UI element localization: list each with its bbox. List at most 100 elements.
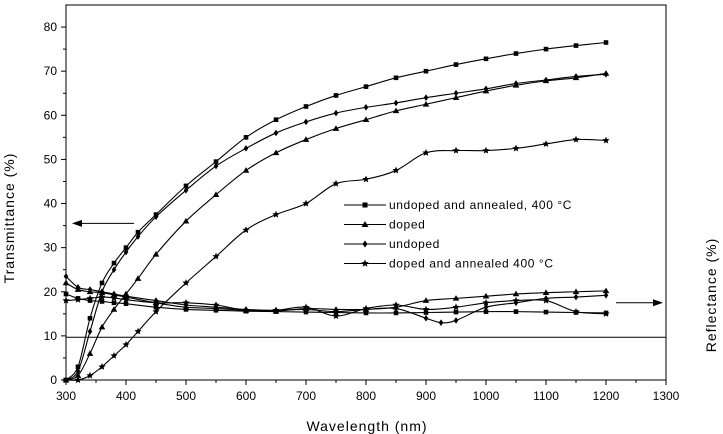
axis-arrows: [72, 219, 663, 307]
data-point: [62, 376, 70, 384]
data-point: [272, 210, 280, 218]
data-point: [482, 292, 490, 299]
data-point: [422, 100, 430, 107]
data-point: [603, 70, 609, 78]
data-point: [303, 306, 309, 313]
data-point: [572, 288, 580, 295]
data-point: [243, 145, 249, 152]
data-point: [182, 298, 190, 306]
data-point: [123, 301, 129, 306]
data-point: [86, 350, 94, 356]
data-point: [134, 275, 142, 281]
series-line: [65, 293, 607, 314]
data-point: [135, 229, 141, 235]
x-tick-label: 1100: [533, 389, 559, 403]
x-tick-label: 1300: [653, 389, 680, 403]
data-point: [393, 75, 399, 81]
data-point: [423, 68, 429, 74]
data-point: [272, 149, 280, 156]
data-point: [392, 107, 400, 114]
data-point: [86, 371, 94, 379]
legend-item: undoped: [344, 237, 439, 251]
data-point: [452, 94, 460, 100]
x-tick-label: 1200: [593, 389, 620, 403]
data-point: [482, 146, 490, 154]
data-point: [302, 136, 310, 142]
data-point: [87, 298, 93, 303]
data-point: [152, 250, 160, 257]
data-point: [332, 125, 340, 131]
series-reflectance-star: [62, 293, 610, 320]
data-point: [572, 307, 580, 315]
data-point: [393, 305, 399, 312]
data-point: [111, 266, 117, 274]
data-point: [99, 288, 105, 296]
legend-marker: [361, 259, 369, 267]
series-transmittance-triangle: [62, 70, 610, 383]
y-axis-title-left: Transmittance (%): [1, 153, 17, 284]
data-point: [152, 298, 160, 306]
legend-marker: [362, 240, 368, 248]
data-point: [573, 73, 579, 80]
legend-label: undoped and annealed, 400 °C: [389, 198, 572, 212]
x-tick-label: 600: [236, 389, 256, 403]
data-point: [86, 294, 94, 302]
x-tick-label: 1000: [473, 389, 500, 403]
x-tick-label: 900: [416, 389, 436, 403]
data-point: [135, 233, 141, 240]
data-point: [212, 301, 220, 309]
data-point: [333, 109, 339, 117]
data-point: [152, 307, 160, 315]
plot-frame: [65, 4, 667, 381]
data-point: [453, 89, 459, 97]
data-point: [602, 136, 610, 144]
data-point: [573, 43, 579, 48]
data-point: [452, 303, 460, 311]
data-point: [111, 260, 117, 266]
data-point: [333, 93, 339, 98]
data-point: [482, 298, 490, 306]
data-point: [362, 304, 370, 312]
legend-item: doped and annealed 400 °C: [344, 257, 553, 271]
data-point: [513, 299, 519, 307]
legend-item: doped: [344, 218, 425, 232]
x-tick-label: 400: [116, 389, 136, 403]
data-point: [273, 117, 279, 123]
data-point: [483, 303, 489, 311]
data-point: [302, 303, 310, 311]
data-point: [111, 290, 117, 298]
data-point: [123, 248, 129, 256]
y-tick-label: 40: [44, 197, 58, 211]
data-point: [513, 80, 519, 87]
y-tick-label: 70: [44, 64, 58, 78]
data-point: [87, 315, 93, 321]
data-point: [87, 328, 93, 335]
data-point: [62, 296, 70, 304]
data-point: [573, 293, 579, 301]
legend-item: undoped and annealed, 400 °C: [344, 198, 572, 212]
data-point: [213, 159, 219, 164]
data-point: [512, 144, 520, 152]
plot-border: [65, 4, 667, 381]
y-tick-label: 10: [44, 329, 58, 343]
data-point: [242, 306, 250, 314]
data-point: [483, 309, 489, 314]
data-point: [572, 135, 580, 143]
data-point: [542, 296, 550, 304]
y-tick-label: 20: [44, 285, 58, 299]
transmittance-arrow-head: [72, 219, 82, 227]
data-point: [62, 279, 70, 286]
data-point: [542, 140, 550, 148]
data-point: [603, 291, 609, 299]
legend-marker: [361, 221, 369, 227]
data-point: [98, 323, 106, 330]
data-point: [332, 312, 340, 320]
data-point: [333, 308, 339, 315]
data-point: [543, 309, 549, 315]
data-point: [362, 175, 370, 183]
data-point: [123, 245, 129, 250]
data-point: [422, 148, 430, 156]
data-point: [87, 286, 93, 293]
data-point: [63, 291, 69, 297]
